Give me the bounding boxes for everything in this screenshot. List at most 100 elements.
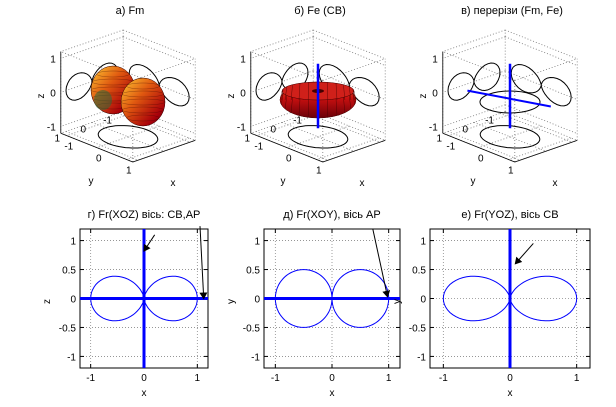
y-tick-label: 1 <box>436 133 442 144</box>
box-gridline <box>126 137 190 160</box>
surface-meshline <box>352 93 355 105</box>
box-edge <box>322 140 386 163</box>
y-axis-label: z <box>42 299 53 304</box>
x-tick-label: 1 <box>126 166 132 177</box>
box-gridline <box>281 122 355 152</box>
y-axis-label: y <box>226 299 237 304</box>
box-gridline <box>60 29 124 52</box>
lobe-surface <box>120 77 166 127</box>
surface-meshline <box>327 82 329 101</box>
z-axis-label: z <box>36 94 47 99</box>
x-axis-label: x <box>142 388 147 399</box>
projection-xoy <box>287 125 349 149</box>
annotation-arrow <box>199 226 208 300</box>
box-gridline <box>505 111 578 141</box>
z-tick-label: -1 <box>237 122 246 133</box>
y-tick-label: -0.5 <box>409 323 427 334</box>
box-gridline <box>505 70 578 100</box>
surface-meshline <box>298 98 301 116</box>
x-tick-label: 0 <box>329 373 335 384</box>
box-edge <box>250 132 323 163</box>
surface-meshline <box>281 88 284 101</box>
x-tick-label: -1 <box>64 142 73 153</box>
surface-meshline <box>126 82 160 90</box>
box-gridline <box>123 36 196 66</box>
y-tick-label: -0.5 <box>59 323 77 334</box>
box-gridline <box>313 70 386 100</box>
x-tick-label: 1 <box>195 373 201 384</box>
x-axis-label: x <box>508 388 513 399</box>
box-gridline <box>442 29 506 52</box>
box-gridline <box>514 58 578 81</box>
surface-meshline <box>298 83 301 101</box>
x-tick-label: 0 <box>286 154 292 165</box>
y-tick-label: -1 <box>485 115 494 126</box>
plot-panel-2: -1 0 1 -1 -0.5 0 0.5 1 д) Fr(XOY), вісь AP x y <box>226 209 401 399</box>
projection-xoy <box>479 125 541 149</box>
panel3d-title: в) перерізи (Fm, Fe) <box>461 5 563 17</box>
y-tick-label: 1 <box>244 133 250 144</box>
box-gridline <box>508 137 572 160</box>
box-gridline <box>250 104 314 127</box>
y-tick-label: 0 <box>254 295 260 306</box>
annotation-arrow <box>514 243 534 265</box>
y-tick-label: 0 <box>420 295 426 306</box>
x-tick-label: 0 <box>478 154 484 165</box>
x-axis-label: x <box>171 178 176 189</box>
box-gridline <box>96 125 160 148</box>
surface-meshline <box>327 99 329 118</box>
z-tick-label: 0 <box>432 88 438 99</box>
box-gridline <box>250 36 314 59</box>
plot-title: д) Fr(XOY), вісь AP <box>283 209 380 221</box>
surface-meshline <box>343 84 346 101</box>
y-tick-label: 0 <box>70 295 76 306</box>
box-edge <box>60 132 133 163</box>
y-tick-label: -1 <box>293 115 302 126</box>
plot-title: е) Fr(YOZ), вісь CB <box>461 209 558 221</box>
z-tick-label: 0 <box>240 88 246 99</box>
y-tick-label: -1 <box>417 352 426 363</box>
box-gridline <box>447 131 521 161</box>
box-gridline <box>123 70 196 100</box>
box-edge <box>442 132 515 163</box>
annotation-arrow <box>143 234 156 252</box>
z-axis-label: z <box>226 94 237 99</box>
box-gridline <box>478 125 542 148</box>
box-gridline <box>499 113 573 143</box>
x-tick-label: 1 <box>508 166 514 177</box>
y-tick-label: 0 <box>80 124 86 135</box>
x-axis-label: x <box>360 178 365 189</box>
surface-meshline <box>120 98 166 106</box>
y-tick-label: 0.5 <box>62 266 76 277</box>
box-gridline <box>255 131 329 161</box>
y-tick-label: 1 <box>254 237 260 248</box>
panel3d-title: б) Fe (CB) <box>294 5 346 17</box>
box-gridline <box>60 36 124 59</box>
box-gridline <box>505 36 578 66</box>
panel3d-title: а) Fm <box>116 5 145 17</box>
z-tick-label: 0 <box>50 88 56 99</box>
box-gridline <box>250 51 323 81</box>
y-tick-label: 1 <box>54 133 60 144</box>
box-gridline <box>505 104 578 134</box>
surface-meshline <box>343 97 346 113</box>
plot-title: г) Fr(XOZ) вісь: CB,AP <box>88 209 201 221</box>
x-axis-label: x <box>330 388 335 399</box>
z-tick-label: 1 <box>240 54 246 65</box>
surface-meshline <box>284 95 288 110</box>
surface-meshline <box>307 82 309 101</box>
x-tick-label: -1 <box>271 373 280 384</box>
x-tick-label: 1 <box>574 373 580 384</box>
box-edge <box>132 140 196 163</box>
x-tick-label: 1 <box>316 166 322 177</box>
surface-meshline <box>352 88 355 101</box>
projection-yoz <box>447 62 501 101</box>
box-gridline <box>250 111 314 134</box>
surface-meshline <box>279 90 283 101</box>
x-tick-label: -1 <box>439 373 448 384</box>
box-gridline <box>442 104 506 127</box>
annotation-arrow <box>372 228 391 298</box>
pattern-curve <box>442 275 578 322</box>
surface-meshline <box>335 83 338 101</box>
